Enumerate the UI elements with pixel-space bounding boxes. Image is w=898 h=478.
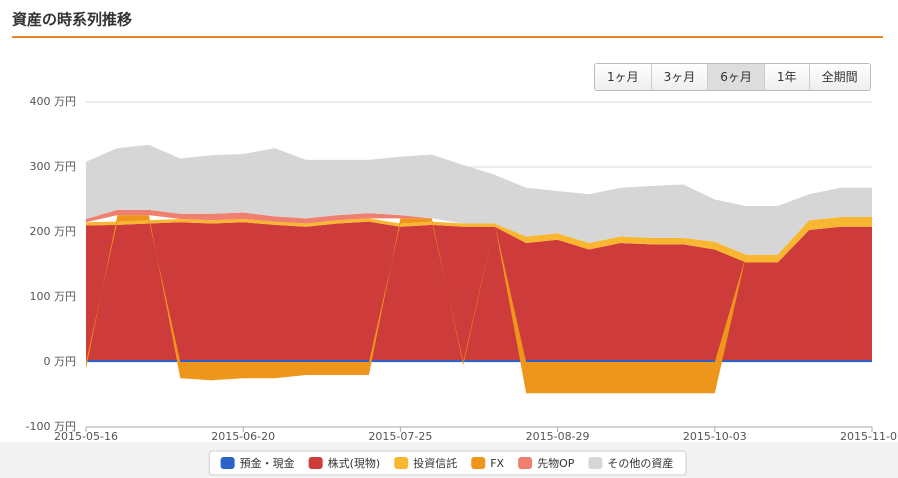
range-button[interactable]: 1年 [763,64,809,90]
area [86,360,872,362]
area [86,209,872,255]
legend-swatch [471,457,486,469]
x-tick-label: 2015-08-29 [526,430,590,443]
legend-label: 預金・現金 [240,456,295,470]
x-tick-label: 2015-07-25 [368,430,432,443]
y-tick-label: 100 万円 [30,290,77,303]
legend-swatch [588,457,603,469]
legend-swatch [518,457,533,469]
page-title: 資産の時系列推移 [12,11,132,29]
legend-label: その他の資産 [607,457,673,470]
legend-label: 先物OP [537,456,575,470]
x-tick-label: 2015-11-07 [840,430,898,443]
legend-label: 投資信託 [413,456,457,470]
range-button[interactable]: 全期間 [808,64,870,90]
x-tick-label: 2015-05-16 [54,430,118,443]
legend-swatch [394,457,409,469]
area [86,144,872,255]
legend: 預金・現金 株式(現物) 投資信託 FX 先物OP その他の資産 [208,450,687,476]
areas [86,144,872,394]
x-tick-label: 2015-06-20 [211,430,275,443]
x-tick-label: 2015-10-03 [683,430,747,443]
area [86,217,872,263]
legend-swatch [220,457,235,469]
legend-swatch [308,457,323,469]
y-tick-label: 400 万円 [30,95,77,108]
range-button[interactable]: 3ヶ月 [650,64,708,90]
range-button[interactable]: 1ヶ月 [595,64,651,90]
y-tick-label: 200 万円 [30,225,77,238]
y-tick-label: -100 万円 [26,420,76,433]
area [86,221,872,361]
legend-label: FX [490,457,504,470]
y-tick-label: 300 万円 [30,160,77,173]
range-button[interactable]: 6ヶ月 [707,64,764,90]
legend-label: 株式(現物) [328,456,381,470]
range-buttons: 1ヶ月 3ヶ月 6ヶ月 1年 全期間 [594,63,871,91]
y-tick-label: 0 万円 [44,355,77,368]
legend-box [208,450,687,476]
